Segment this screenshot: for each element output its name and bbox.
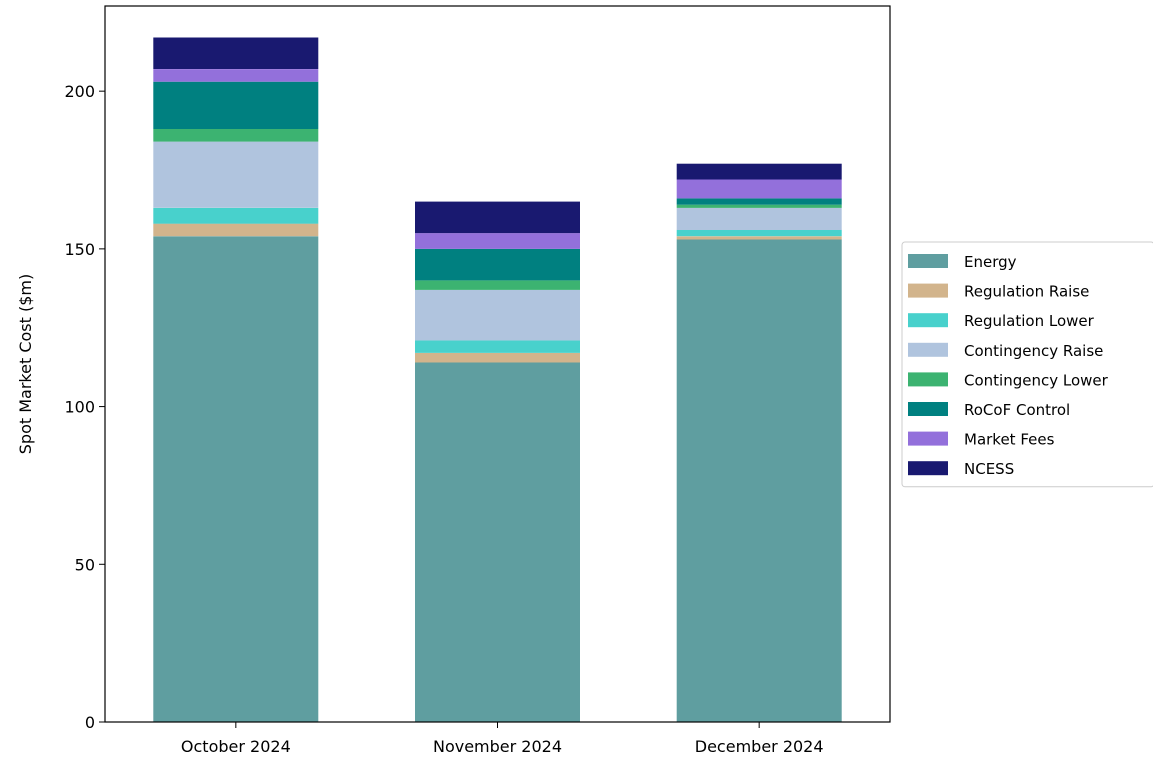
bar-segment-contingency-raise-1 <box>415 289 580 341</box>
bar-segment-market-fees-1 <box>415 233 580 249</box>
legend-swatch <box>908 402 948 416</box>
bar-segment-market-fees-0 <box>153 69 319 82</box>
bar-segment-regulation-raise-1 <box>415 353 580 363</box>
legend-swatch <box>908 461 948 476</box>
legend-swatch <box>908 283 948 298</box>
legend-swatch <box>908 372 948 387</box>
y-tick-label: 50 <box>75 555 95 574</box>
bar-segment-rocof-control-0 <box>153 81 319 129</box>
bar-segment-market-fees-2 <box>676 179 842 199</box>
y-tick-label: 0 <box>85 713 95 732</box>
bar-segment-ncess-0 <box>153 37 319 69</box>
bar-segment-rocof-control-2 <box>676 198 842 205</box>
y-tick-label: 200 <box>64 82 95 101</box>
bar-segment-energy-2 <box>676 239 842 722</box>
axes-layer: 0 50 100 150 200 October 2024 November 2024 Dec… <box>64 82 823 756</box>
legend-label: Energy <box>964 253 1017 271</box>
legend-swatch <box>908 313 948 328</box>
legend-swatch <box>908 254 948 268</box>
legend-swatch <box>908 431 948 446</box>
legend-label: RoCoF Control <box>964 401 1070 419</box>
bar-segment-rocof-control-1 <box>415 248 580 281</box>
bar-segment-energy-1 <box>415 362 580 722</box>
legend-label: Contingency Raise <box>964 342 1103 360</box>
x-tick-label: November 2024 <box>433 737 562 756</box>
bar-segment-regulation-lower-2 <box>676 229 842 237</box>
bar-segment-regulation-raise-2 <box>676 236 842 240</box>
legend-label: Market Fees <box>964 431 1055 449</box>
bar-segment-ncess-1 <box>415 201 580 234</box>
legend-label: NCESS <box>964 460 1014 478</box>
bar-segment-contingency-raise-0 <box>153 141 319 208</box>
legend-box <box>901 241 1153 488</box>
legend: Energy Regulation Raise Regulation Lower Co… <box>901 241 1153 488</box>
bar-segment-contingency-lower-1 <box>415 280 580 290</box>
bar-segment-contingency-lower-0 <box>153 129 319 142</box>
bar-segment-ncess-2 <box>676 163 842 180</box>
bars-layer <box>153 37 842 723</box>
y-tick-label: 150 <box>64 240 95 259</box>
bar-segment-contingency-lower-2 <box>676 204 842 208</box>
legend-label: Contingency Lower <box>964 371 1109 389</box>
y-tick-label: 100 <box>64 398 95 417</box>
legend-swatch <box>908 342 948 357</box>
bar-segment-regulation-lower-0 <box>153 207 319 224</box>
bar-segment-energy-0 <box>153 236 319 723</box>
x-tick-label: October 2024 <box>181 737 291 756</box>
bar-segment-regulation-lower-1 <box>415 340 580 353</box>
x-tick-label: December 2024 <box>695 737 824 756</box>
y-axis-title: Spot Market Cost ($m) <box>16 274 35 454</box>
legend-label: Regulation Lower <box>964 312 1095 330</box>
bar-segment-regulation-raise-0 <box>153 223 319 237</box>
bar-segment-contingency-raise-2 <box>676 207 842 230</box>
legend-label: Regulation Raise <box>964 283 1089 301</box>
